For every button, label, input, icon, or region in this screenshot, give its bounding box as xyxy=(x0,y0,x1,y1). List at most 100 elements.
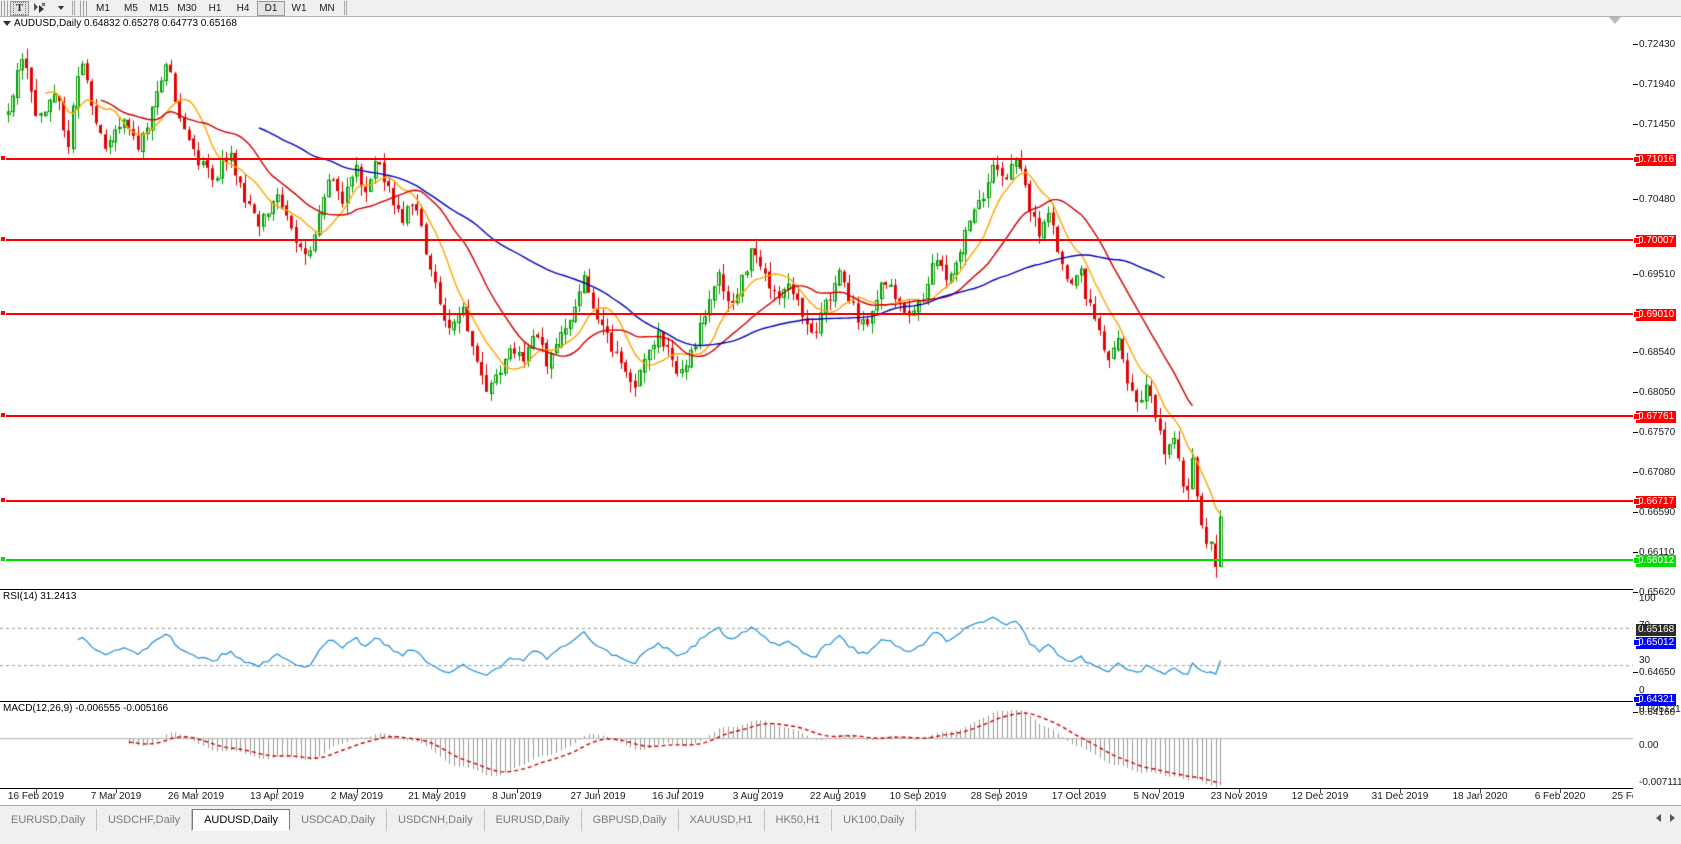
collapse-caret-icon[interactable] xyxy=(3,20,11,26)
rsi-axis-label: 0 xyxy=(1639,685,1645,696)
price-axis-tick xyxy=(1633,432,1638,433)
timeframe-m15[interactable]: M15 xyxy=(149,2,169,14)
plot-wrapper[interactable]: AUDUSD,Daily 0.64832 0.65278 0.64773 0.6… xyxy=(0,17,1633,805)
date-axis-label: 7 Mar 2019 xyxy=(90,791,142,802)
price-axis-label: 0.68540 xyxy=(1639,347,1676,358)
date-axis-tick xyxy=(1560,789,1561,793)
price-level-badge[interactable]: 0.65012 xyxy=(1636,637,1677,649)
price-axis-tick xyxy=(1633,352,1638,353)
shapes-dropdown-button[interactable] xyxy=(50,1,69,16)
toolbar-grip[interactable] xyxy=(1,0,8,16)
price-candlestick-canvas[interactable] xyxy=(0,17,1633,589)
price-axis-tick xyxy=(1633,199,1638,200)
timeframe-h1[interactable]: H1 xyxy=(208,2,222,14)
price-axis-tick xyxy=(1633,592,1638,593)
crosshair-shapes-icon xyxy=(34,2,46,13)
date-axis-tick xyxy=(1079,789,1080,793)
shapes-tool-button[interactable] xyxy=(29,1,50,16)
timeframe-grip[interactable] xyxy=(80,0,87,16)
tab-scroll-controls xyxy=(1656,814,1675,822)
scroll-left-icon[interactable] xyxy=(1656,814,1661,822)
rsi-canvas[interactable] xyxy=(0,590,1633,701)
price-axis[interactable]: 0.72430 0.71940 0.71450 0.71016 0.70480 0.700… xyxy=(1633,17,1681,805)
toolbar-separator-2 xyxy=(344,1,348,15)
price-level-badge[interactable]: 0.71016 xyxy=(1636,154,1677,166)
price-axis-label: 0.64160 xyxy=(1639,707,1676,718)
price-level-handle[interactable] xyxy=(1633,156,1640,163)
timeframe-m30[interactable]: M30 xyxy=(177,2,197,14)
level-line-handle[interactable] xyxy=(0,310,6,316)
price-level-badge[interactable]: 0.64321 xyxy=(1636,694,1677,706)
timeframe-m5[interactable]: M5 xyxy=(124,2,138,14)
chart-tab-audusd-daily[interactable]: AUDUSD,Daily xyxy=(192,809,291,831)
level-line-0.66717[interactable] xyxy=(0,500,1633,502)
price-level-badge[interactable]: 0.66717 xyxy=(1636,496,1677,508)
date-axis-tick xyxy=(357,789,358,793)
level-line-0.70007[interactable] xyxy=(0,239,1633,241)
date-axis-label: 5 Nov 2019 xyxy=(1133,791,1185,802)
date-axis-tick xyxy=(838,789,839,793)
chevron-down-icon xyxy=(58,6,64,10)
scroll-right-icon[interactable] xyxy=(1670,814,1675,822)
rsi-pane[interactable]: RSI(14) 31.2413 xyxy=(0,589,1633,701)
date-axis[interactable]: 16 Feb 2019 7 Mar 2019 26 Mar 2019 13 Apr 2… xyxy=(0,788,1633,805)
level-line-handle[interactable] xyxy=(0,497,6,503)
macd-axis-label: 0.00 xyxy=(1639,740,1659,751)
price-level-handle[interactable] xyxy=(1633,696,1640,703)
rsi-axis-label: 70 xyxy=(1639,620,1651,631)
level-line-0.71016[interactable] xyxy=(0,158,1633,160)
chart-tab-eurusd-daily[interactable]: EURUSD,Daily xyxy=(485,809,582,831)
text-tool-button[interactable]: T xyxy=(10,0,29,16)
price-level-handle[interactable] xyxy=(1633,237,1640,244)
level-line-handle[interactable] xyxy=(0,236,6,242)
price-level-handle[interactable] xyxy=(1633,498,1640,505)
price-level-handle[interactable] xyxy=(1633,639,1640,646)
timeframe-mn[interactable]: MN xyxy=(319,2,335,14)
text-tool-icon: T xyxy=(13,1,26,15)
date-axis-tick xyxy=(1480,789,1481,793)
date-axis-tick xyxy=(1400,789,1401,793)
price-axis-tick xyxy=(1633,44,1638,45)
chart-tab-xauusd-h1[interactable]: XAUUSD,H1 xyxy=(679,809,765,831)
chart-tab-hk50-h1[interactable]: HK50,H1 xyxy=(765,809,833,831)
price-pane[interactable]: AUDUSD,Daily 0.64832 0.65278 0.64773 0.6… xyxy=(0,17,1633,589)
timeframe-d1[interactable]: D1 xyxy=(257,0,285,16)
price-level-handle[interactable] xyxy=(1633,311,1640,318)
price-level-handle[interactable] xyxy=(1633,557,1640,564)
timeframe-m1[interactable]: M1 xyxy=(96,2,110,14)
price-level-badge[interactable]: 0.66012 xyxy=(1636,555,1677,567)
level-line-handle[interactable] xyxy=(0,412,6,418)
price-axis-tick xyxy=(1633,712,1638,713)
chart-tab-usdcnh-daily[interactable]: USDCNH,Daily xyxy=(387,809,485,831)
macd-canvas[interactable] xyxy=(0,702,1633,788)
level-line-handle[interactable] xyxy=(0,155,6,161)
timeframe-w1[interactable]: W1 xyxy=(291,2,307,14)
price-axis-label: 0.66590 xyxy=(1639,507,1676,518)
chart-tab-usdchf-daily[interactable]: USDCHF,Daily xyxy=(97,809,193,831)
rsi-label: RSI(14) 31.2413 xyxy=(3,591,77,602)
chart-scroll-marker-icon[interactable] xyxy=(1609,17,1621,24)
level-line-0.66012[interactable] xyxy=(0,559,1633,561)
timeframe-h4[interactable]: H4 xyxy=(236,2,250,14)
chart-tab-gbpusd-daily[interactable]: GBPUSD,Daily xyxy=(582,809,679,831)
date-axis-label: 18 Jan 2020 xyxy=(1452,791,1508,802)
price-level-badge[interactable]: 0.69010 xyxy=(1636,309,1677,321)
price-axis-label: 0.64650 xyxy=(1639,667,1676,678)
chart-tab-uk100-daily[interactable]: UK100,Daily xyxy=(832,809,917,831)
level-line-handle[interactable] xyxy=(0,556,6,562)
price-axis-tick xyxy=(1633,552,1638,553)
chart-tab-usdcad-daily[interactable]: USDCAD,Daily xyxy=(290,809,388,831)
chart-tab-eurusd-daily[interactable]: EURUSD,Daily xyxy=(0,809,97,831)
chart-area[interactable]: AUDUSD,Daily 0.64832 0.65278 0.64773 0.6… xyxy=(0,17,1681,805)
date-axis-tick xyxy=(1320,789,1321,793)
date-axis-label: 10 Sep 2019 xyxy=(889,791,947,802)
price-level-badge[interactable]: 0.67761 xyxy=(1636,411,1677,423)
date-axis-tick xyxy=(1159,789,1160,793)
price-level-handle[interactable] xyxy=(1633,413,1640,420)
price-level-badge[interactable]: 0.65168 xyxy=(1636,624,1677,636)
level-line-0.67761[interactable] xyxy=(0,415,1633,417)
macd-label: MACD(12,26,9) -0.006555 -0.005166 xyxy=(3,703,169,714)
macd-pane[interactable]: MACD(12,26,9) -0.006555 -0.005166 xyxy=(0,701,1633,788)
price-level-badge[interactable]: 0.70007 xyxy=(1636,235,1677,247)
level-line-0.69010[interactable] xyxy=(0,313,1633,315)
